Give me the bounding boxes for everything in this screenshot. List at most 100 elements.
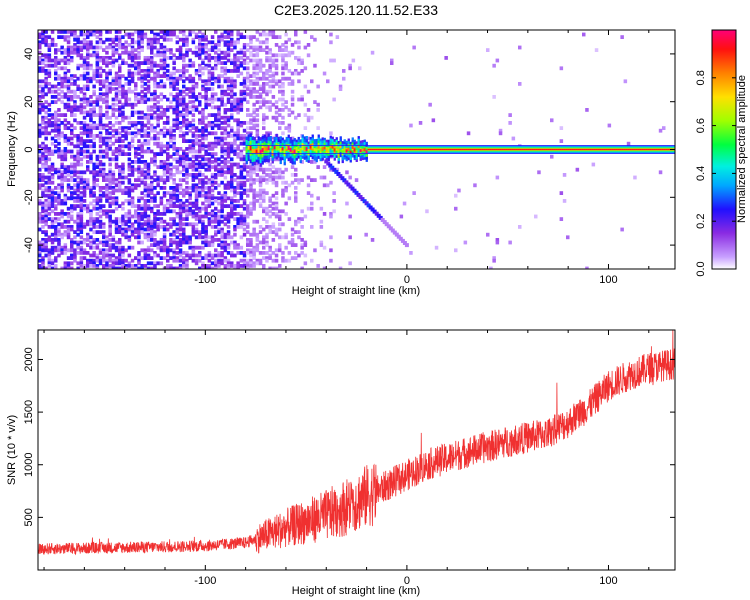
heatmap-cell bbox=[239, 71, 244, 76]
heatmap-cell bbox=[124, 40, 128, 45]
heatmap-cell bbox=[210, 238, 215, 242]
heatmap-cell bbox=[233, 100, 237, 104]
heatmap-cell bbox=[182, 178, 186, 182]
heatmap-cell bbox=[76, 188, 80, 193]
heatmap-cell bbox=[153, 264, 157, 268]
heatmap-cell bbox=[327, 148, 330, 152]
heatmap-cell bbox=[159, 43, 164, 47]
heatmap-cell bbox=[57, 35, 61, 39]
heatmap-cell bbox=[60, 170, 64, 175]
heatmap-cell bbox=[79, 53, 84, 58]
heatmap-cell bbox=[223, 128, 228, 133]
heatmap-cell bbox=[57, 30, 61, 34]
heatmap-cell bbox=[284, 63, 288, 68]
heatmap-cell bbox=[281, 258, 285, 263]
heatmap-cell bbox=[207, 102, 212, 107]
heatmap-cell bbox=[86, 154, 90, 159]
heatmap-cell bbox=[230, 100, 234, 104]
heatmap-cell bbox=[89, 170, 93, 175]
heatmap-cell bbox=[233, 40, 237, 45]
heatmap-cell bbox=[156, 243, 160, 247]
heatmap-cell bbox=[159, 149, 164, 154]
heatmap-cell bbox=[111, 108, 116, 112]
heatmap-cell bbox=[204, 264, 208, 268]
heatmap-cell bbox=[143, 115, 148, 120]
heatmap-cell bbox=[60, 225, 64, 229]
heatmap-cell bbox=[485, 148, 488, 151]
heatmap-cell bbox=[262, 63, 266, 68]
heatmap-cell bbox=[303, 243, 308, 247]
heatmap-cell bbox=[223, 196, 228, 201]
heatmap-cell bbox=[92, 240, 96, 245]
heatmap-cell bbox=[92, 126, 96, 130]
heatmap-cell bbox=[121, 219, 125, 224]
heatmap-cell bbox=[658, 170, 663, 175]
heatmap-cell bbox=[118, 180, 122, 185]
heatmap-cell bbox=[297, 61, 301, 65]
heatmap-cell bbox=[223, 35, 228, 39]
heatmap-cell bbox=[246, 43, 250, 47]
heatmap-cell bbox=[194, 149, 199, 154]
heatmap-cell bbox=[44, 238, 48, 242]
heatmap-cell bbox=[38, 108, 42, 112]
heatmap-cell bbox=[217, 258, 221, 263]
heatmap-cell bbox=[178, 92, 183, 97]
heatmap-cell bbox=[89, 152, 93, 156]
heatmap-cell bbox=[185, 214, 189, 219]
heatmap-cell bbox=[583, 148, 586, 151]
heatmap-cell bbox=[178, 56, 183, 60]
heatmap-cell bbox=[89, 144, 93, 149]
heatmap-cell bbox=[198, 253, 202, 258]
heatmap-cell bbox=[130, 196, 135, 201]
heatmap-cell bbox=[223, 175, 228, 180]
heatmap-cell bbox=[294, 251, 298, 255]
heatmap-cell bbox=[130, 71, 135, 76]
heatmap-cell bbox=[201, 45, 205, 50]
heatmap-cell bbox=[159, 58, 164, 63]
heatmap-cell bbox=[102, 97, 106, 102]
heatmap-cell bbox=[287, 123, 292, 128]
heatmap-cell bbox=[201, 240, 205, 245]
heatmap-cell bbox=[284, 48, 288, 52]
heatmap-cell bbox=[284, 245, 288, 250]
heatmap-cell bbox=[169, 134, 173, 138]
heatmap-cell bbox=[375, 148, 378, 151]
heatmap-cell bbox=[82, 204, 87, 208]
heatmap-cell bbox=[287, 76, 292, 81]
heatmap-cell bbox=[210, 235, 215, 240]
heatmap-cell bbox=[252, 126, 256, 130]
heatmap-cell bbox=[124, 199, 128, 203]
heatmap-cell bbox=[182, 79, 186, 84]
heatmap-cell bbox=[412, 45, 416, 50]
heatmap-cell bbox=[220, 50, 224, 55]
heatmap-cell bbox=[210, 95, 215, 99]
heatmap-cell bbox=[284, 32, 288, 37]
heatmap-cell bbox=[303, 113, 308, 117]
heatmap-cell bbox=[60, 89, 64, 94]
heatmap-cell bbox=[114, 258, 119, 263]
heatmap-cell bbox=[102, 61, 106, 65]
heatmap-cell bbox=[175, 256, 180, 260]
heatmap-cell bbox=[271, 178, 276, 182]
heatmap-cell bbox=[322, 266, 327, 269]
heatmap-cell bbox=[76, 212, 80, 216]
heatmap-cell bbox=[210, 217, 215, 221]
heatmap-cell bbox=[249, 165, 253, 169]
heatmap-cell bbox=[66, 165, 71, 169]
heatmap-cell bbox=[204, 162, 208, 167]
heatmap-cell bbox=[114, 95, 119, 99]
heatmap-cell bbox=[60, 45, 64, 50]
heatmap-cell bbox=[175, 92, 180, 97]
heatmap-cell bbox=[230, 40, 234, 45]
heatmap-cell bbox=[38, 97, 42, 102]
heatmap-cell bbox=[233, 92, 237, 97]
heatmap-cell bbox=[178, 37, 183, 42]
heatmap-cell bbox=[102, 139, 106, 143]
heatmap-cell bbox=[66, 40, 71, 45]
heatmap-cell bbox=[313, 63, 317, 68]
heatmap-cell bbox=[137, 160, 141, 164]
heatmap-cell bbox=[233, 136, 237, 141]
heatmap-cell bbox=[178, 227, 183, 232]
heatmap-cell bbox=[66, 264, 71, 268]
heatmap-cell bbox=[258, 45, 263, 50]
